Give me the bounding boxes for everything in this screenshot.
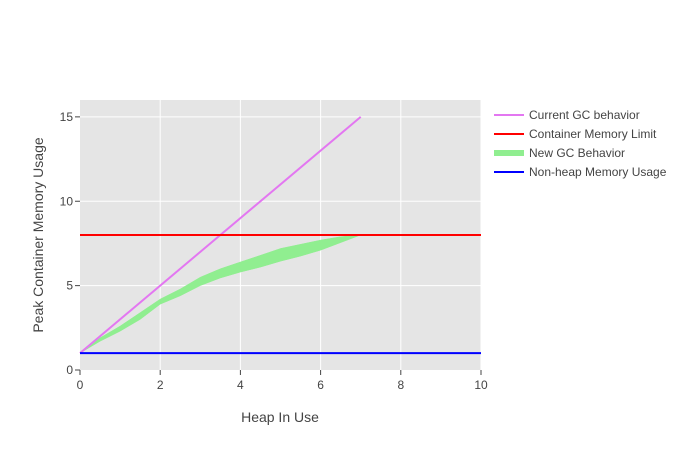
y-tick-label: 10 — [60, 194, 74, 208]
x-tick-label: 0 — [77, 378, 84, 392]
x-tick-label: 6 — [317, 378, 324, 392]
series-layer — [79, 116, 481, 355]
y-tick-label: 15 — [60, 110, 74, 124]
legend-label: New GC Behavior — [529, 146, 625, 160]
x-tick-label: 4 — [237, 378, 244, 392]
x-tick-label: 10 — [474, 378, 488, 392]
y-tick-label: 5 — [66, 279, 73, 293]
x-axis-ticks: 0 2 4 6 8 10 — [77, 370, 488, 392]
x-axis-label: Heap In Use — [241, 409, 319, 425]
y-tick-label: 0 — [66, 363, 73, 377]
x-tick-label: 2 — [157, 378, 164, 392]
y-axis-ticks: 0 5 10 15 — [60, 110, 80, 377]
x-tick-label: 8 — [397, 378, 404, 392]
legend-label: Container Memory Limit — [529, 127, 657, 141]
y-axis-label: Peak Container Memory Usage — [30, 137, 46, 333]
legend: Current GC behavior Container Memory Limi… — [494, 108, 667, 179]
legend-label: Current GC behavior — [529, 108, 640, 122]
legend-label: Non-heap Memory Usage — [529, 165, 667, 179]
